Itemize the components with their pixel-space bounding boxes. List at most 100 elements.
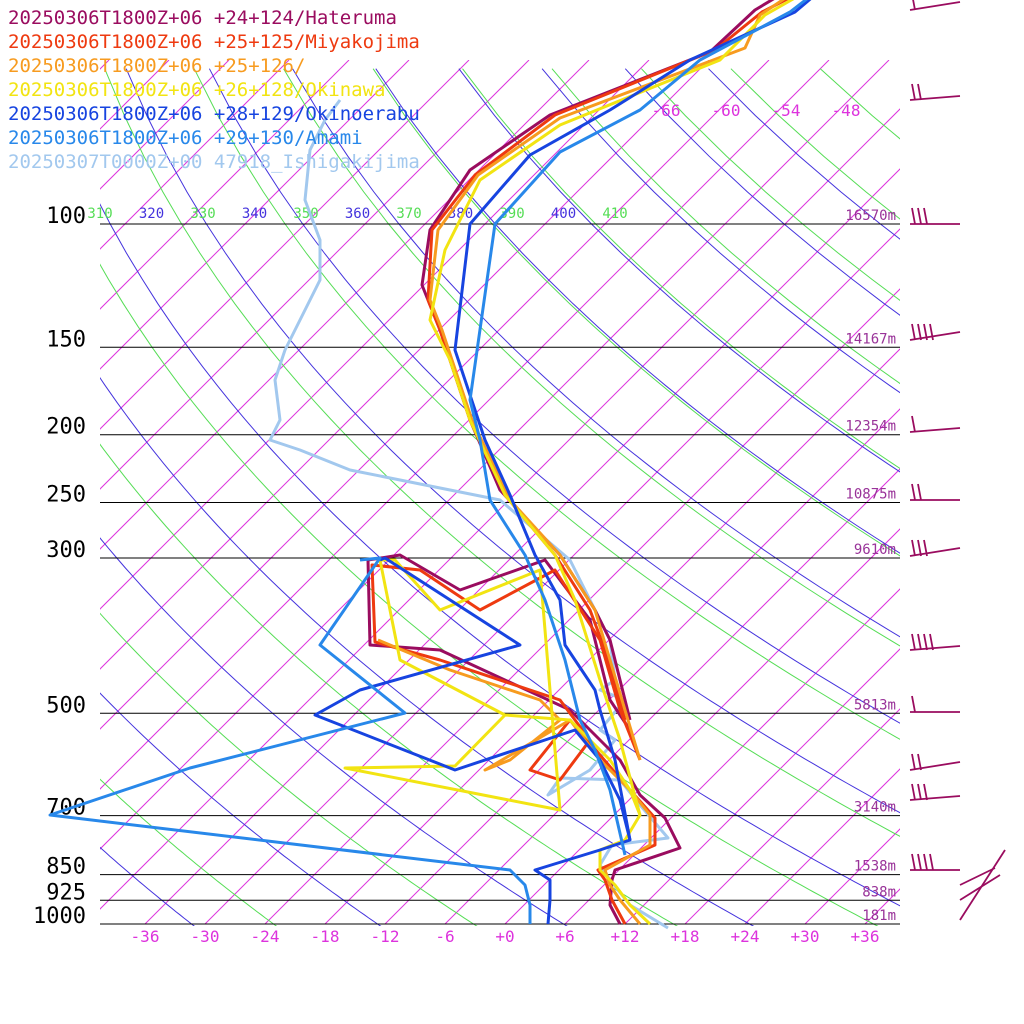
theta-label: 360 xyxy=(345,206,370,222)
wind-barb-flag xyxy=(929,853,934,871)
theta-label: 370 xyxy=(396,206,421,222)
temperature-tick-label: +30 xyxy=(791,927,820,946)
sounding-trace xyxy=(366,553,682,925)
pressure-label: 925 xyxy=(46,880,86,905)
moist-adiabat xyxy=(458,68,900,473)
pressure-level-lines xyxy=(100,223,900,925)
theta-label: 340 xyxy=(242,206,267,222)
wind-barb-shaft xyxy=(909,95,961,101)
wind-barb-shaft xyxy=(909,547,961,557)
isotherm-line xyxy=(0,60,49,924)
isotherm-line xyxy=(204,228,900,925)
moist-adiabat xyxy=(100,692,382,926)
temperature-tick-label: +6 xyxy=(555,927,574,946)
wind-barb xyxy=(910,207,960,225)
wind-barb-flag xyxy=(923,207,928,225)
isotherm-line xyxy=(684,708,900,925)
isotherm-line xyxy=(384,408,900,925)
dry-adiabat xyxy=(100,612,478,926)
theta-label: 330 xyxy=(190,206,215,222)
dry-adiabat xyxy=(193,68,900,740)
wind-barb-shaft xyxy=(959,874,1001,901)
legend: 20250306T1800Z+06 +24+124/Hateruma 202503… xyxy=(8,6,420,174)
mixing-ratio-label: -48 xyxy=(832,101,861,120)
wind-barb xyxy=(909,753,961,771)
height-label: 10875m xyxy=(845,487,896,503)
isotherm-line xyxy=(100,60,830,790)
legend-entry: 20250306T1800Z+06 +26+128/Okinawa xyxy=(8,79,386,101)
pressure-label: 1000 xyxy=(33,904,86,929)
wind-barb-flag xyxy=(923,783,928,801)
wind-barb-flag xyxy=(911,539,916,557)
wind-barb xyxy=(909,633,961,651)
wind-barb-flag xyxy=(929,633,934,651)
wind-barb xyxy=(909,783,961,801)
moist-adiabat-lines xyxy=(100,68,900,926)
legend-entry: 20250307T0000Z+00 47918_Ishigakijima xyxy=(8,151,420,173)
height-label: 3140m xyxy=(854,800,896,816)
isotherm-line xyxy=(504,528,900,925)
temperature-tick-label: +0 xyxy=(495,927,514,946)
dry-adiabat xyxy=(100,263,879,926)
dry-adiabat xyxy=(100,778,278,926)
wind-barb-flag xyxy=(929,323,934,341)
temperature-tick-label: +36 xyxy=(851,927,880,946)
moist-adiabat xyxy=(375,68,900,554)
isotherm-line xyxy=(100,60,350,310)
pressure-label: 200 xyxy=(46,415,86,440)
moist-adiabat xyxy=(100,203,900,907)
dry-adiabat xyxy=(283,68,900,647)
moist-adiabat xyxy=(208,68,900,724)
isotherm-line xyxy=(324,348,900,925)
height-label: 9610m xyxy=(854,542,896,558)
wind-barb-shaft xyxy=(909,645,961,651)
theta-label: 400 xyxy=(551,206,576,222)
isotherm-line xyxy=(100,60,650,610)
mixing-ratio-label: -66 xyxy=(652,101,681,120)
sounding-trace xyxy=(453,0,812,841)
height-label: 838m xyxy=(862,884,896,900)
temperature-tick-label: -12 xyxy=(371,927,400,946)
height-label: 14167m xyxy=(845,331,896,347)
legend-entry: 20250306T1800Z+06 +25+126/ xyxy=(8,55,306,77)
height-label: 16570m xyxy=(845,208,896,224)
wind-barb xyxy=(910,483,960,501)
wind-barbs xyxy=(909,0,1006,921)
isotherm-line xyxy=(100,108,900,910)
temperature-tick-label: -36 xyxy=(131,927,160,946)
wind-barb xyxy=(909,83,961,101)
isotherm-line xyxy=(100,60,410,370)
wind-barb-shaft xyxy=(909,795,961,801)
theta-label: 320 xyxy=(139,206,164,222)
wind-barb-flag xyxy=(917,753,922,771)
wind-barb-shaft xyxy=(909,1,961,11)
sounding-profiles xyxy=(48,0,812,930)
wind-barb-flag xyxy=(917,633,922,651)
theta-label: 410 xyxy=(602,206,627,222)
isotherm-line xyxy=(444,468,900,925)
isotherm-line xyxy=(144,168,900,925)
isotherm-line xyxy=(100,60,770,730)
dry-adiabat-lines xyxy=(100,68,900,926)
legend-entry: 20250306T1800Z+06 +28+129/Okinoerabu xyxy=(8,103,420,125)
temperature-tick-label: -30 xyxy=(191,927,220,946)
wind-barb-shaft xyxy=(959,867,996,886)
sounding-trace xyxy=(343,558,652,926)
dry-adiabat xyxy=(819,68,900,140)
temperature-tick-label: -6 xyxy=(435,927,454,946)
sounding-trace xyxy=(428,0,786,761)
sounding-trace xyxy=(468,0,808,856)
wind-barb xyxy=(910,695,960,713)
mixing-ratio-label: -60 xyxy=(712,101,741,120)
dry-adiabat xyxy=(372,68,900,557)
sounding-trace xyxy=(428,0,795,816)
legend-entry: 20250306T1800Z+06 +24+124/Hateruma xyxy=(8,7,397,29)
wind-barb-flag xyxy=(917,853,922,871)
mixing-ratio-label: -54 xyxy=(772,101,801,120)
wind-barb-flag xyxy=(917,83,922,101)
sounding-trace xyxy=(48,556,532,924)
temperature-tick-label: +24 xyxy=(731,927,760,946)
isotherm-line xyxy=(100,60,590,550)
wind-barb-flag xyxy=(917,207,922,225)
isotherm-line xyxy=(564,588,900,925)
